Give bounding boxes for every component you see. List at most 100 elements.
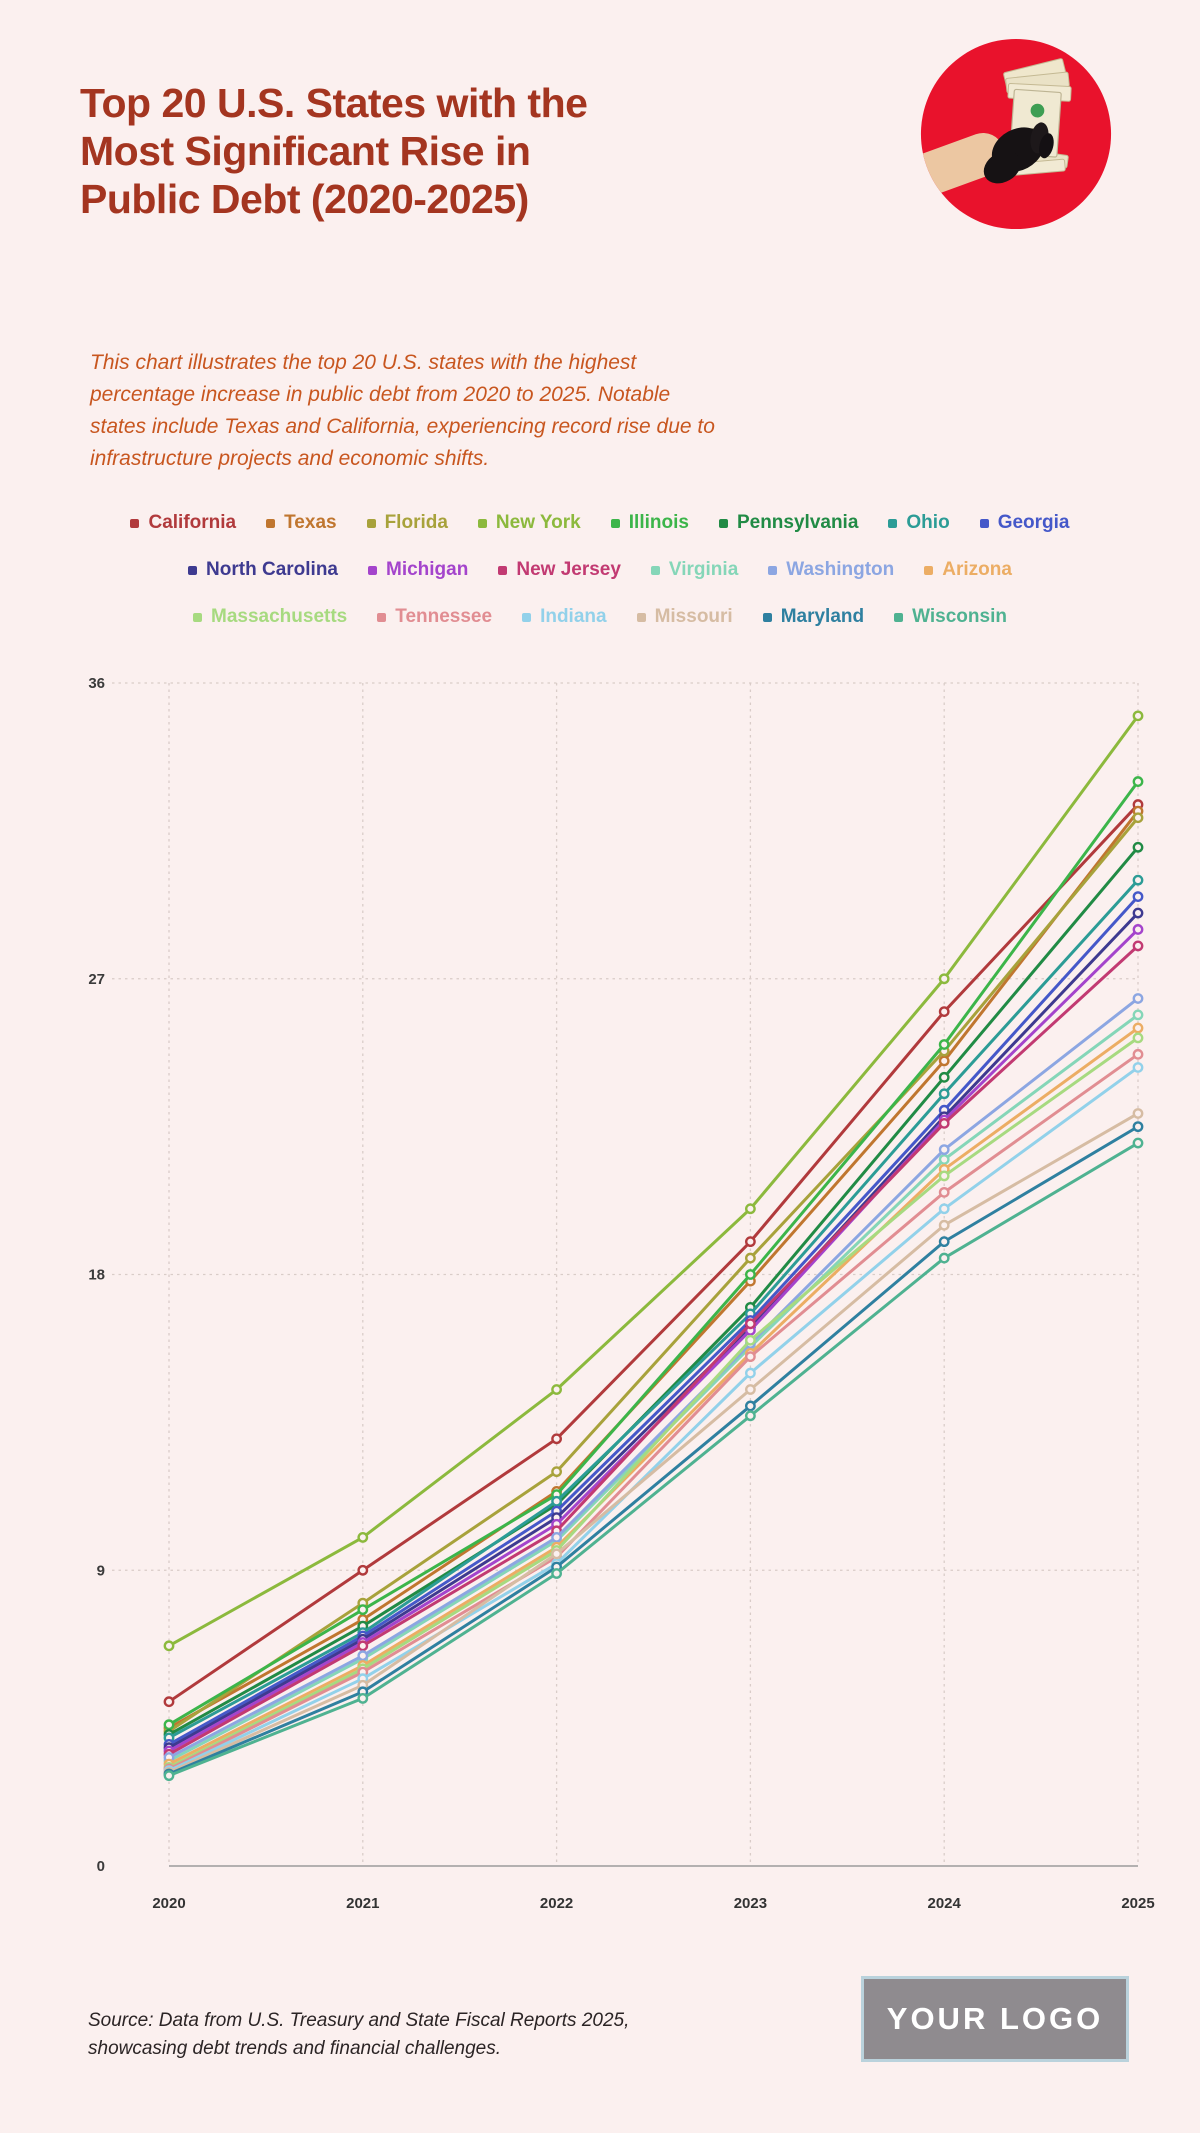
legend-label: Washington <box>786 559 895 580</box>
legend-label: Georgia <box>997 512 1070 533</box>
line-wisconsin <box>167 1141 1140 1778</box>
point-washington-2024 <box>938 1144 950 1156</box>
legend-label: Illinois <box>628 512 689 533</box>
line-massachusetts <box>167 1036 1140 1769</box>
legend-item-washington: Washington <box>768 559 894 581</box>
legend-swatch-icon <box>894 612 904 622</box>
debt-line-chart: 0 9 18 27 36 2020 2021 2022 2023 2024 2025 <box>88 675 1154 1912</box>
money-hand-illustration <box>920 38 1112 230</box>
point-tennessee-2024 <box>938 1186 950 1198</box>
point-florida-2022 <box>551 1466 562 1478</box>
black-glove <box>983 122 1054 184</box>
point-california-2022 <box>551 1433 562 1445</box>
legend-swatch-icon <box>366 518 376 528</box>
legend-label: North Carolina <box>206 559 338 580</box>
legend-item-new-jersey: New Jersey <box>498 559 621 581</box>
legend-item-florida: Florida <box>366 512 448 534</box>
x-axis-tick-2021: 2021 <box>346 1895 379 1912</box>
legend-item-ohio: Ohio <box>888 512 950 534</box>
legend-item-wisconsin: Wisconsin <box>894 606 1007 628</box>
legend-swatch-icon <box>610 518 620 528</box>
point-virginia-2024 <box>938 1154 950 1165</box>
legend-item-new-york: New York <box>477 512 581 534</box>
chart-area: 0 9 18 27 36 2020 2021 2022 2023 2024 2025 <box>0 620 1200 1950</box>
y-axis-tick-9: 9 <box>97 1562 105 1579</box>
point-wisconsin-2020 <box>163 1770 175 1782</box>
point-pennsylvania-2025 <box>1132 841 1144 853</box>
legend-swatch-icon <box>636 612 646 622</box>
point-arizona-2025 <box>1132 1022 1144 1034</box>
point-wisconsin-2022 <box>551 1568 562 1579</box>
money-hand-image <box>918 36 1114 232</box>
point-missouri-2022 <box>551 1548 562 1560</box>
point-georgia-2025 <box>1132 891 1144 902</box>
legend-swatch-icon <box>193 612 203 622</box>
legend-swatch-icon <box>718 518 728 528</box>
point-wisconsin-2023 <box>745 1410 756 1422</box>
legend-label: Maryland <box>780 606 865 627</box>
y-axis-tick-0: 0 <box>97 1858 105 1875</box>
point-new-york-2021 <box>357 1531 369 1543</box>
line-arizona <box>167 1026 1140 1766</box>
legend-label: Wisconsin <box>912 606 1007 627</box>
legend-label: Ohio <box>906 512 950 533</box>
point-massachusetts-2024 <box>938 1170 950 1182</box>
legend-item-illinois: Illinois <box>610 512 689 534</box>
legend-label: Tennessee <box>395 606 493 627</box>
legend-item-arizona: Arizona <box>924 559 1012 581</box>
y-axis-tick-18: 18 <box>88 1267 105 1284</box>
legend-row: North Carolina Michigan New Jersey Virginia… <box>0 559 1200 581</box>
legend-swatch-icon <box>130 518 140 528</box>
legend-swatch-icon <box>768 565 778 575</box>
chart-legend: California Texas Florida New York Illinois Pe… <box>0 512 1200 653</box>
point-florida-2025 <box>1132 812 1144 824</box>
line-maryland <box>167 1125 1140 1776</box>
line-new-jersey <box>167 944 1140 1756</box>
legend-item-tennessee: Tennessee <box>377 606 492 628</box>
point-california-2021 <box>357 1564 369 1576</box>
legend-item-missouri: Missouri <box>636 606 733 628</box>
point-illinois-2023 <box>745 1269 756 1280</box>
legend-label: Florida <box>384 512 448 533</box>
point-tennessee-2023 <box>745 1351 756 1363</box>
point-illinois-2021 <box>357 1604 369 1616</box>
legend-swatch-icon <box>522 612 532 622</box>
line-georgia <box>167 895 1140 1746</box>
y-axis-tick-36: 36 <box>88 675 105 692</box>
legend-label: New Jersey <box>516 559 621 580</box>
point-ohio-2022 <box>551 1495 562 1507</box>
legend-label: Arizona <box>942 559 1012 580</box>
legend-item-california: California <box>130 512 236 534</box>
source-note: Source: Data from U.S. Treasury and Stat… <box>88 2010 630 2059</box>
line-indiana <box>167 1065 1140 1773</box>
point-virginia-2025 <box>1132 1009 1144 1021</box>
legend-swatch-icon <box>477 518 487 528</box>
point-missouri-2023 <box>745 1384 756 1395</box>
line-tennessee <box>167 1052 1140 1771</box>
point-indiana-2024 <box>938 1203 950 1215</box>
line-new-york <box>167 714 1140 1648</box>
point-ohio-2024 <box>938 1088 950 1100</box>
point-california-2023 <box>745 1236 756 1248</box>
point-illinois-2020 <box>163 1719 175 1731</box>
legend-label: Massachusetts <box>211 606 348 627</box>
point-washington-2022 <box>551 1531 562 1543</box>
x-axis-tick-2020: 2020 <box>152 1895 185 1912</box>
point-washington-2025 <box>1132 993 1144 1004</box>
logo-text: YOUR LOGO <box>886 2001 1104 2036</box>
point-florida-2023 <box>745 1252 756 1264</box>
y-axis-tick-27: 27 <box>88 971 105 988</box>
legend-label: Texas <box>284 512 337 533</box>
point-maryland-2025 <box>1132 1121 1144 1133</box>
legend-label: Virginia <box>668 559 739 580</box>
legend-item-indiana: Indiana <box>522 606 607 628</box>
point-pennsylvania-2024 <box>938 1071 950 1083</box>
point-tennessee-2025 <box>1132 1048 1144 1060</box>
point-michigan-2025 <box>1132 924 1144 935</box>
line-california <box>167 803 1140 1704</box>
legend-swatch-icon <box>188 565 198 575</box>
point-missouri-2025 <box>1132 1108 1144 1119</box>
point-maryland-2023 <box>745 1400 756 1412</box>
point-california-2024 <box>938 1006 950 1018</box>
